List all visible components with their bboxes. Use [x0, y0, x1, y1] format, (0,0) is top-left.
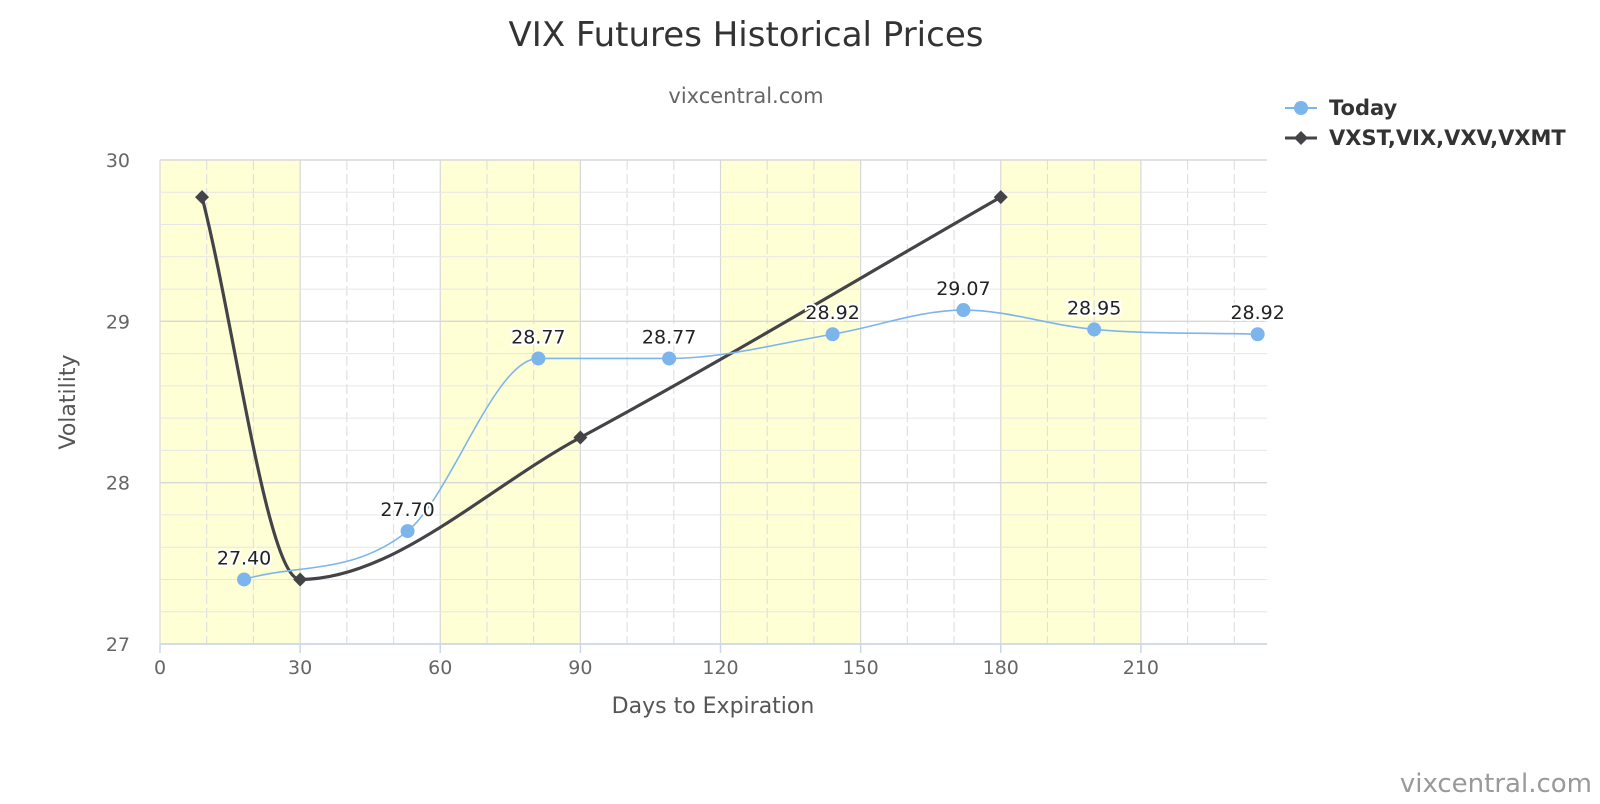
- x-axis-ticks: 0 30 60 90 120 150 180 210: [154, 644, 1159, 679]
- data-point-marker[interactable]: [195, 190, 210, 205]
- grid-lines: [159, 159, 1267, 645]
- chart-credit[interactable]: vixcentral.com: [1400, 769, 1592, 799]
- data-point-marker[interactable]: [825, 327, 840, 342]
- y-tick-label: 27: [106, 634, 130, 656]
- x-tick-label: 0: [154, 657, 166, 679]
- data-point-marker[interactable]: [993, 190, 1008, 205]
- series-layer: 27.40 27.70 28.77 28.77 28.92 29.07 28.95 28.92: [195, 190, 1287, 587]
- data-label: 27.40: [217, 547, 271, 569]
- x-tick-label: 30: [288, 657, 312, 679]
- data-point-marker[interactable]: [662, 351, 677, 366]
- y-axis-title: Volatility: [56, 354, 81, 449]
- data-label: 28.77: [511, 326, 565, 348]
- x-tick-label: 120: [702, 657, 738, 679]
- chart-subtitle: vixcentral.com: [668, 84, 823, 108]
- y-tick-label: 30: [106, 150, 130, 172]
- data-label: 28.95: [1067, 297, 1121, 319]
- legend-marker: [1294, 131, 1308, 145]
- data-point-marker[interactable]: [1250, 327, 1265, 342]
- highlight-band: [160, 160, 301, 644]
- highlight-band: [440, 160, 581, 644]
- highlight-band: [1000, 160, 1141, 644]
- series-term-structure: [195, 190, 1008, 587]
- y-axis-ticks: 27 28 29 30: [106, 150, 130, 656]
- x-tick-label: 210: [1123, 657, 1159, 679]
- x-tick-label: 60: [428, 657, 452, 679]
- data-point-marker[interactable]: [1087, 322, 1102, 337]
- data-point-marker[interactable]: [293, 572, 308, 587]
- series-today: 27.40 27.70 28.77 28.77 28.92 29.07 28.95 28.92: [215, 276, 1287, 587]
- legend-label: Today: [1329, 96, 1398, 120]
- series-line: [200, 195, 1002, 582]
- data-label: 29.07: [936, 278, 990, 300]
- legend-marker: [1294, 101, 1308, 115]
- legend-label: VXST,VIX,VXV,VXMT: [1329, 126, 1566, 150]
- legend-item[interactable]: Today: [1285, 96, 1398, 120]
- data-point-marker[interactable]: [400, 524, 415, 539]
- data-label: 28.92: [805, 302, 859, 324]
- data-point-marker[interactable]: [956, 303, 971, 318]
- x-tick-label: 150: [843, 657, 879, 679]
- x-tick-label: 180: [983, 657, 1019, 679]
- x-tick-label: 90: [568, 657, 592, 679]
- data-point-marker[interactable]: [531, 351, 546, 366]
- data-label: 27.70: [380, 499, 434, 521]
- data-label: 28.92: [1230, 302, 1284, 324]
- y-tick-label: 28: [106, 473, 130, 495]
- data-point-marker[interactable]: [237, 572, 252, 587]
- y-tick-label: 29: [106, 311, 130, 333]
- series-line: [243, 309, 1258, 581]
- highlight-band: [720, 160, 861, 644]
- legend-item[interactable]: VXST,VIX,VXV,VXMT: [1285, 126, 1566, 150]
- data-point-marker[interactable]: [573, 430, 588, 445]
- data-label: 28.77: [642, 326, 696, 348]
- chart-title: VIX Futures Historical Prices: [509, 15, 984, 55]
- legend[interactable]: Today VXST,VIX,VXV,VXMT: [1285, 96, 1566, 150]
- x-axis-title: Days to Expiration: [612, 694, 815, 719]
- highlight-bands: [160, 160, 1141, 644]
